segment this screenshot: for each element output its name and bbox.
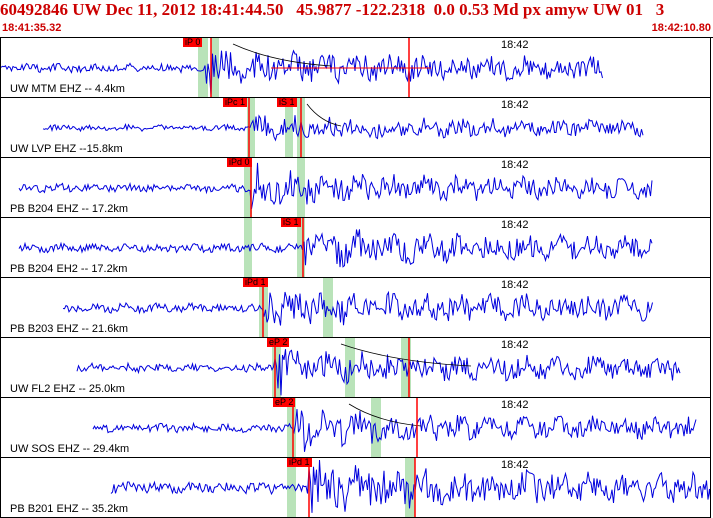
window-end-time: 18:42:10.80: [651, 22, 711, 34]
trace-panel-fl2[interactable]: 18:42 eP 2 UW FL2 EHZ -- 25.0km: [0, 338, 711, 398]
trace-panel-b203[interactable]: 18:42 iPd 1 PB B203 EHZ -- 21.6km: [0, 278, 711, 338]
trace-panel-b204-ehz[interactable]: 18:42 iPd 0 PB B204 EHZ -- 17.2km: [0, 158, 711, 218]
trace-plot: [62, 278, 653, 337]
waveform-line: [18, 229, 653, 268]
minute-time-label: 18:42: [501, 399, 529, 411]
minute-time-label: 18:42: [501, 339, 529, 351]
station-label: UW FL2 EHZ -- 25.0km: [10, 383, 125, 395]
analysis-window: [244, 158, 252, 217]
trace-plot: [18, 218, 653, 277]
trace-plot: [18, 158, 653, 217]
window-start-time: 18:41:35.32: [2, 22, 62, 34]
station-label: PB B204 EH2 -- 17.2km: [10, 263, 128, 275]
analysis-window: [371, 398, 381, 457]
minute-time-label: 18:42: [501, 219, 529, 231]
phase-pick-flag[interactable]: iS 1: [277, 98, 297, 107]
trace-plot: [76, 338, 681, 397]
trace-plot: [92, 398, 697, 457]
waveform-line: [76, 349, 681, 396]
phase-pick-flag[interactable]: iPd 1: [243, 278, 268, 287]
trace-plot: [42, 98, 644, 157]
analysis-window: [297, 158, 305, 217]
station-label: PB B204 EHZ -- 17.2km: [10, 203, 128, 215]
trace-panel-b201[interactable]: 18:42 iPd 1 PB B201 EHZ -- 35.2km: [0, 458, 711, 518]
coda-curve: [306, 103, 342, 127]
trace-plot: [1, 38, 603, 97]
trace-panel-sos[interactable]: 18:42 eP 2 UW SOS EHZ -- 29.4km: [0, 398, 711, 458]
minute-time-label: 18:42: [501, 39, 529, 51]
phase-pick-flag[interactable]: iPc 1: [223, 98, 248, 107]
waveform-line: [62, 290, 653, 326]
minute-time-label: 18:42: [501, 159, 529, 171]
seismogram-traces: 18:42 iP 0 UW MTM EHZ -- 4.4km 18:42 iPc…: [0, 37, 713, 518]
waveform-line: [42, 114, 644, 142]
analysis-window: [405, 458, 415, 517]
phase-pick-flag[interactable]: iS 1: [281, 218, 301, 227]
station-label: PB B201 EHZ -- 35.2km: [10, 503, 128, 515]
analysis-window: [287, 458, 296, 517]
trace-panel-b204-eh2[interactable]: 18:42 iS 1 PB B204 EH2 -- 17.2km: [0, 218, 711, 278]
phase-pick-flag[interactable]: iPd 0: [227, 158, 252, 167]
analysis-window: [244, 218, 252, 277]
phase-pick-flag[interactable]: iP 0: [183, 38, 203, 47]
phase-pick-flag[interactable]: eP 2: [273, 398, 296, 407]
station-label: UW MTM EHZ -- 4.4km: [10, 83, 125, 95]
analysis-window: [198, 38, 208, 97]
minute-time-label: 18:42: [501, 279, 529, 291]
analysis-window: [297, 218, 305, 277]
trace-plot: [110, 458, 710, 517]
phase-pick-flag[interactable]: eP 2: [267, 338, 290, 347]
station-label: UW LVP EHZ --15.8km: [10, 143, 123, 155]
minute-time-label: 18:42: [501, 99, 529, 111]
minute-time-label: 18:42: [501, 459, 529, 471]
station-label: UW SOS EHZ -- 29.4km: [10, 443, 130, 455]
waveform-line: [18, 162, 653, 209]
coda-curve: [348, 403, 422, 427]
station-label: PB B203 EHZ -- 21.6km: [10, 323, 128, 335]
trace-panel-mtm[interactable]: 18:42 iP 0 UW MTM EHZ -- 4.4km: [0, 38, 711, 98]
waveform-line: [1, 49, 603, 97]
waveform-line: [110, 459, 710, 513]
analysis-window: [345, 338, 355, 397]
waveform-line: [92, 409, 697, 452]
analysis-window: [285, 98, 293, 157]
trace-panel-lvp[interactable]: 18:42 iPc 1 iS 1 UW LVP EHZ --15.8km: [0, 98, 711, 158]
event-header-title: 60492846 UW Dec 11, 2012 18:41:44.50 45.…: [0, 0, 665, 19]
coda-curve: [340, 343, 472, 367]
analysis-window: [247, 98, 255, 157]
phase-pick-flag[interactable]: iPd 1: [287, 458, 312, 467]
coda-curve: [232, 43, 332, 67]
